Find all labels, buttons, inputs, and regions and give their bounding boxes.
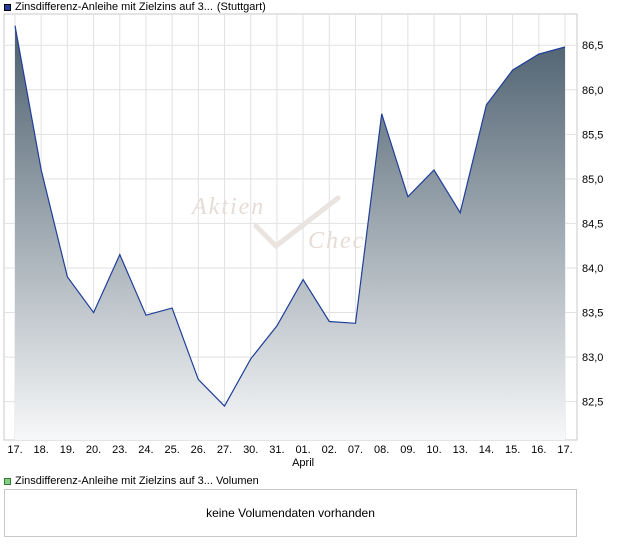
price-legend: Zinsdifferenz-Anleihe mit Zielzins auf 3… [4,0,266,14]
y-tick-label: 86,0 [582,85,603,97]
x-tick-label: 13. [453,444,468,456]
x-tick-label: 18. [34,444,49,456]
x-tick-label: 07. [348,444,363,456]
y-tick-label: 84,0 [582,263,603,275]
x-tick-label: 15. [505,444,520,456]
x-tick-label: 10. [426,444,441,456]
volume-legend: Zinsdifferenz-Anleihe mit Zielzins auf 3… [4,474,259,488]
x-tick-label: 16. [531,444,546,456]
x-tick-label: 19. [60,444,75,456]
price-legend-swatch [4,3,11,11]
x-tick-label: 27. [217,444,232,456]
y-tick-label: 85,5 [582,129,603,141]
y-tick-label: 84,5 [582,218,603,230]
y-tick-label: 86,5 [582,40,603,52]
volume-panel: keine Volumendaten vorhanden [4,489,577,537]
x-tick-label: 08. [374,444,389,456]
x-tick-label: 14. [479,444,494,456]
price-chart: Aktien Check 82,5 83,0 83,5 84,0 84,5 85,0 85,… [3,13,603,469]
y-tick-label: 83,0 [582,352,603,364]
x-month-label: April [292,457,314,469]
x-tick-label: 24. [138,444,153,456]
watermark-check-mark [253,195,341,250]
x-tick-label: 30. [243,444,258,456]
volume-empty-message: keine Volumendaten vorhanden [206,506,375,520]
x-tick-label: 17. [7,444,22,456]
price-line [14,25,566,408]
y-tick-label: 82,5 [582,397,603,409]
price-legend-label: Zinsdifferenz-Anleihe mit Zielzins auf 3… [15,1,213,13]
x-tick-label: 25. [164,444,179,456]
price-area-fill [15,25,565,440]
price-legend-exchange: (Stuttgart) [216,1,266,13]
watermark-line-1: Aktien [190,194,265,220]
x-tick-label: 09. [400,444,415,456]
y-tick-label: 83,5 [582,308,603,320]
watermark: Aktien Check [190,194,376,254]
x-tick-label: 20. [86,444,101,456]
x-tick-label: 23. [112,444,127,456]
volume-legend-swatch [4,477,11,485]
y-axis-labels: 82,5 83,0 83,5 84,0 84,5 85,0 85,5 86,0 86,5 [582,40,603,408]
volume-legend-label: Zinsdifferenz-Anleihe mit Zielzins auf 3… [15,475,259,487]
x-axis-labels: 17. 18. 19. 20. 23. 24. 25. 26. 27. 30. 31. 01. 02. 0… [7,444,572,469]
x-tick-label: 31. [269,444,284,456]
x-tick-label: 26. [191,444,206,456]
x-tick-label: 02. [322,444,337,456]
y-tick-label: 85,0 [582,174,603,186]
x-tick-label: 17. [557,444,572,456]
x-tick-label: 01. [295,444,310,456]
